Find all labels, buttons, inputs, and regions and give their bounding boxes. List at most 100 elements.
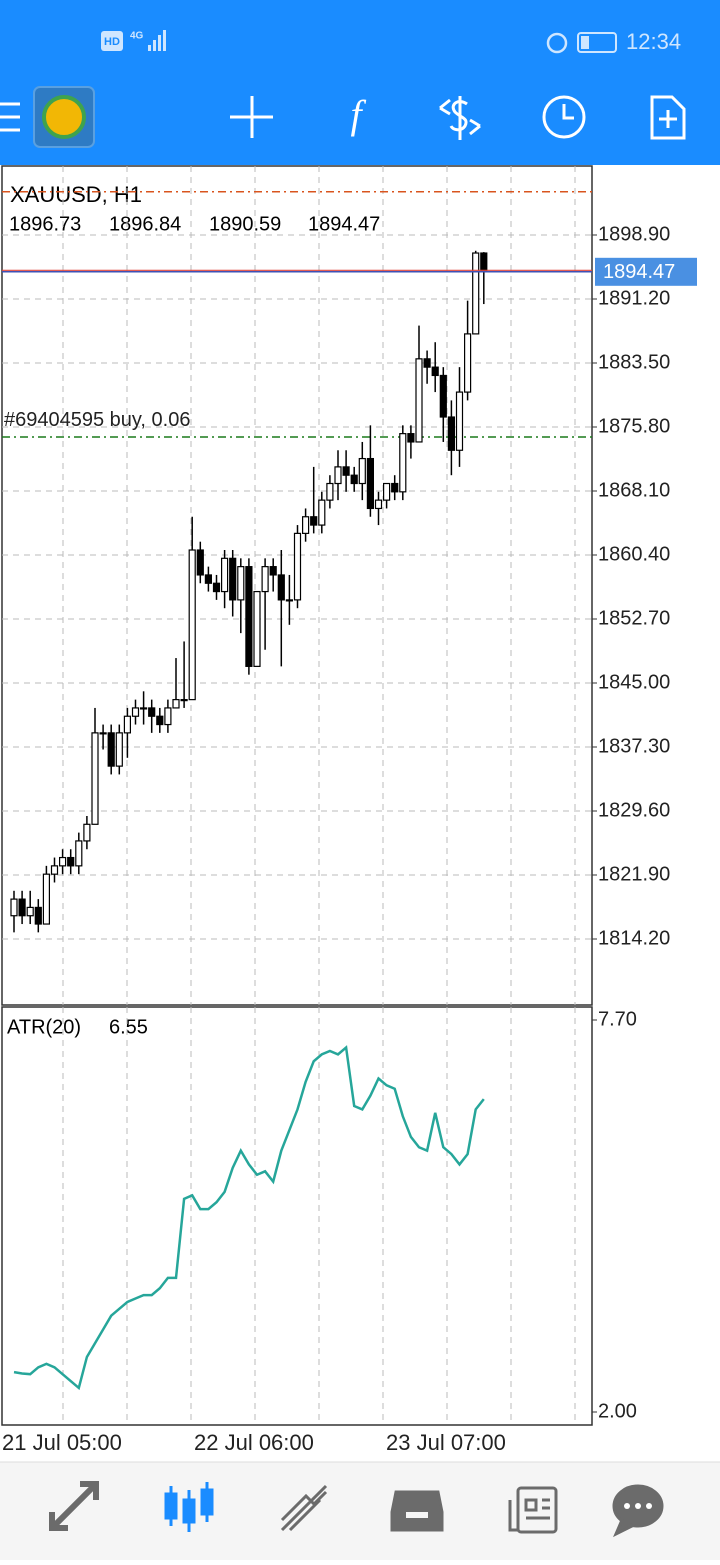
battery <box>577 32 617 53</box>
candle-body <box>293 532 302 601</box>
candle-body <box>455 391 464 451</box>
ohlc-close: 1894.47 <box>308 213 380 235</box>
network: 4G <box>130 31 144 42</box>
crosshair-button[interactable] <box>230 96 273 138</box>
candle-body <box>123 715 132 734</box>
y-tick-label: 1837.30 <box>598 735 670 757</box>
y-tick-label: 1883.50 <box>598 351 670 373</box>
chart-tab[interactable] <box>164 1482 214 1532</box>
candle-body <box>18 898 26 917</box>
candle-body <box>148 707 156 717</box>
signal <box>153 40 156 51</box>
menu-button[interactable] <box>0 102 20 132</box>
candle-body <box>229 557 237 601</box>
symbol-title: XAUUSD, H1 <box>10 182 142 207</box>
candle-body <box>285 599 293 602</box>
app-logo[interactable] <box>33 86 95 148</box>
history-button[interactable] <box>542 95 586 139</box>
candle-body <box>196 549 204 576</box>
ohlc-high: 1896.84 <box>109 213 181 235</box>
hd: HD <box>104 36 120 48</box>
y-tick-label: 1860.40 <box>598 543 670 565</box>
candle-body <box>67 856 75 867</box>
candle-body <box>91 732 99 825</box>
y-tick-label: 7.70 <box>598 1008 637 1030</box>
price-label: 1894.47 <box>603 261 675 283</box>
y-tick-label: 1845.00 <box>598 671 670 693</box>
candle-body <box>172 699 180 709</box>
candle-body <box>115 732 123 767</box>
new-order-button[interactable] <box>650 95 686 140</box>
indicator-panel <box>1 1006 593 1426</box>
indicator-line <box>13 1045 485 1391</box>
y-tick-label: 1898.90 <box>598 223 670 245</box>
candle-body <box>140 707 148 710</box>
signal <box>148 45 151 51</box>
ohlc-header: 1896.73 1896.84 1890.59 1894.47 <box>9 213 380 235</box>
candle-body <box>34 906 42 925</box>
candle-body <box>156 715 164 726</box>
candle-body <box>342 466 350 476</box>
order-label: #69404595 buy, 0.06 <box>4 409 190 431</box>
candle-body <box>407 433 415 443</box>
app-header <box>0 0 720 165</box>
trade-button[interactable] <box>439 96 481 140</box>
battery-level <box>581 36 589 49</box>
candle-body <box>204 574 212 584</box>
y-tick-label: 1821.90 <box>598 863 670 885</box>
signal <box>158 35 161 51</box>
candle-body <box>480 252 488 273</box>
candle-body <box>99 732 107 735</box>
candle-body <box>131 707 140 717</box>
candle-body <box>212 582 221 593</box>
candle-body <box>447 416 455 451</box>
candle-body <box>277 574 285 601</box>
candle-body <box>245 566 253 667</box>
candle-body <box>366 457 374 510</box>
candle-body <box>310 516 318 526</box>
candle-body <box>472 252 480 335</box>
candle-body <box>464 333 472 393</box>
bottom-nav <box>0 1462 720 1560</box>
candle-body <box>326 482 334 501</box>
trade-tab[interactable] <box>280 1484 328 1532</box>
candle-body <box>261 566 269 593</box>
indicator-value: 6.55 <box>109 1016 148 1038</box>
x-tick-label: 22 Jul 06:00 <box>194 1430 314 1455</box>
indicator-name: ATR(20) <box>7 1016 81 1038</box>
candle-body <box>237 566 245 601</box>
clock: 12:34 <box>626 29 681 54</box>
main-panel <box>1 165 593 1006</box>
candle-body <box>164 707 172 726</box>
candle-body <box>399 433 407 493</box>
chat-tab[interactable] <box>612 1484 664 1538</box>
candle-body <box>415 358 423 443</box>
candle-body <box>50 865 59 875</box>
y-tick-label: 1829.60 <box>598 799 670 821</box>
y-tick-label: 2.00 <box>598 1400 637 1422</box>
nav-icons <box>49 1481 664 1538</box>
candle-body <box>42 873 51 925</box>
history-tab[interactable] <box>390 1490 444 1532</box>
y-tick-label: 1868.10 <box>598 479 670 501</box>
candle-body <box>83 823 91 842</box>
candle-body <box>374 499 383 510</box>
quotes-tab[interactable] <box>49 1481 99 1531</box>
candle-body <box>423 358 431 368</box>
x-tick-label: 21 Jul 05:00 <box>2 1430 122 1455</box>
candle-body <box>302 516 310 534</box>
candle-body <box>383 482 391 501</box>
y-tick-label: 1814.20 <box>598 927 670 949</box>
candle-body <box>350 474 358 485</box>
y-tick-label: 1875.80 <box>598 415 670 437</box>
candle-body <box>391 482 399 493</box>
candle-body <box>358 457 366 485</box>
news-tab[interactable] <box>508 1486 558 1534</box>
price-label-bg <box>595 257 697 286</box>
x-tick-label: 23 Jul 07:00 <box>386 1430 506 1455</box>
signal <box>163 30 166 51</box>
candle-body <box>431 366 439 377</box>
candle-body <box>10 898 18 917</box>
status-bar: HD 4G 12:34 <box>101 29 681 54</box>
